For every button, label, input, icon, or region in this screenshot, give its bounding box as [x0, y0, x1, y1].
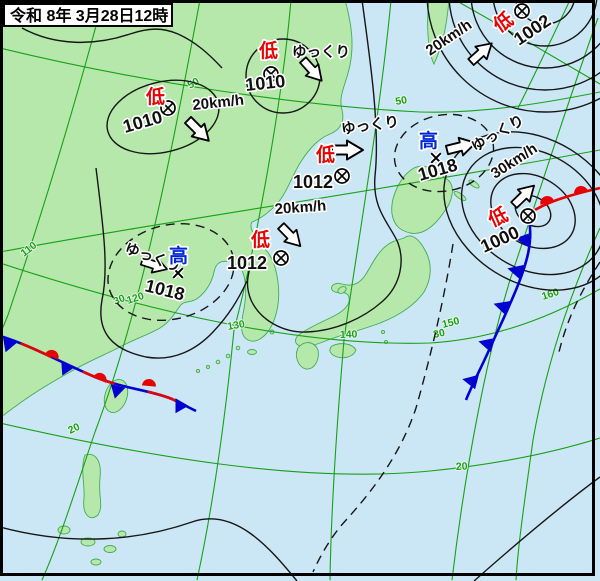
isobar — [95, 167, 248, 359]
isobar — [490, 172, 576, 250]
low-symbol: 低 — [315, 143, 335, 166]
sado-island — [337, 286, 347, 294]
grid-label: 150 — [441, 315, 461, 331]
small-island — [117, 530, 127, 538]
small-island — [103, 545, 117, 553]
title-box-frame — [3, 3, 173, 27]
low-symbol: 低 — [145, 85, 165, 108]
low-symbol: 低 — [250, 228, 270, 251]
ryukyu-island — [225, 353, 231, 359]
pressure-system-low-n: 低 ゆっくり 1010 — [243, 37, 352, 96]
pressure-value: 1012 — [227, 253, 267, 273]
grid-label: 30 — [432, 327, 446, 341]
longitude-line-160-upper — [517, 0, 571, 109]
isobar — [443, 131, 600, 291]
isobar — [21, 27, 223, 69]
grid-label: 130 — [226, 318, 245, 333]
latitude-line-40 — [0, 149, 600, 253]
isobar-dashed — [107, 222, 235, 322]
stationary-front — [0, 334, 197, 418]
asian-continent — [0, 0, 353, 419]
grid-label: 20 — [456, 460, 468, 473]
ryukyu-island — [195, 368, 201, 374]
ryukyu-island — [205, 364, 211, 370]
isobar — [460, 146, 600, 276]
pressure-value: 1012 — [293, 172, 333, 192]
longitude-line-120 — [41, 0, 201, 581]
kyushu-island — [295, 342, 319, 370]
small-island — [80, 537, 96, 547]
isobar — [426, 0, 600, 113]
cold-front — [460, 218, 532, 401]
low-center-icon — [521, 209, 535, 223]
isobar — [473, 476, 600, 581]
izu-island — [380, 329, 386, 335]
high-symbol: 高 — [169, 244, 188, 267]
page-title: 令和 8年 3月28日12時 — [9, 6, 168, 25]
longitude-line-130 — [196, 0, 292, 581]
sakhalin-island — [427, 0, 450, 66]
low-center-icon — [274, 251, 288, 265]
isobar — [106, 79, 220, 155]
pressure-system-low-japan-sea: 20km/h 低 1012 — [225, 196, 328, 275]
longitude-line-140 — [329, 0, 392, 581]
isobar-dashed — [558, 261, 600, 353]
speed-label: 20km/h — [274, 197, 327, 218]
isobar — [492, 0, 598, 47]
small-island — [90, 558, 102, 566]
latitude-line-aux — [454, 0, 600, 85]
hokkaido-island — [391, 165, 453, 234]
latitude-line-30 — [0, 262, 600, 344]
low-symbol: 低 — [258, 39, 278, 62]
title-box: 令和 8年 3月28日12時 — [3, 3, 173, 27]
jeju-island — [247, 349, 257, 355]
pressure-value: 1010 — [244, 71, 286, 95]
movement-label: ゆっくり — [292, 44, 350, 61]
longitude-line-110 — [0, 0, 104, 334]
isobar — [0, 518, 298, 581]
luzon-island — [82, 453, 102, 519]
grid-label: 140 — [340, 328, 358, 341]
grid-label: 30 — [112, 292, 127, 308]
low-center-icon — [335, 169, 349, 183]
high-symbol: 高 — [419, 129, 438, 152]
isobar-dashed — [393, 113, 495, 193]
isobar — [514, 0, 576, 25]
coastlines — [0, 0, 480, 566]
isobar — [246, 0, 402, 333]
ryukyu-island — [235, 345, 241, 351]
isobar — [448, 0, 600, 91]
small-island — [57, 525, 71, 535]
isobar-dashed — [312, 243, 454, 573]
grid-label: 50 — [394, 94, 408, 108]
ryukyu-island — [215, 359, 221, 365]
isobar — [470, 0, 600, 69]
low-center-icon — [515, 4, 529, 18]
honshu-island — [295, 235, 431, 347]
